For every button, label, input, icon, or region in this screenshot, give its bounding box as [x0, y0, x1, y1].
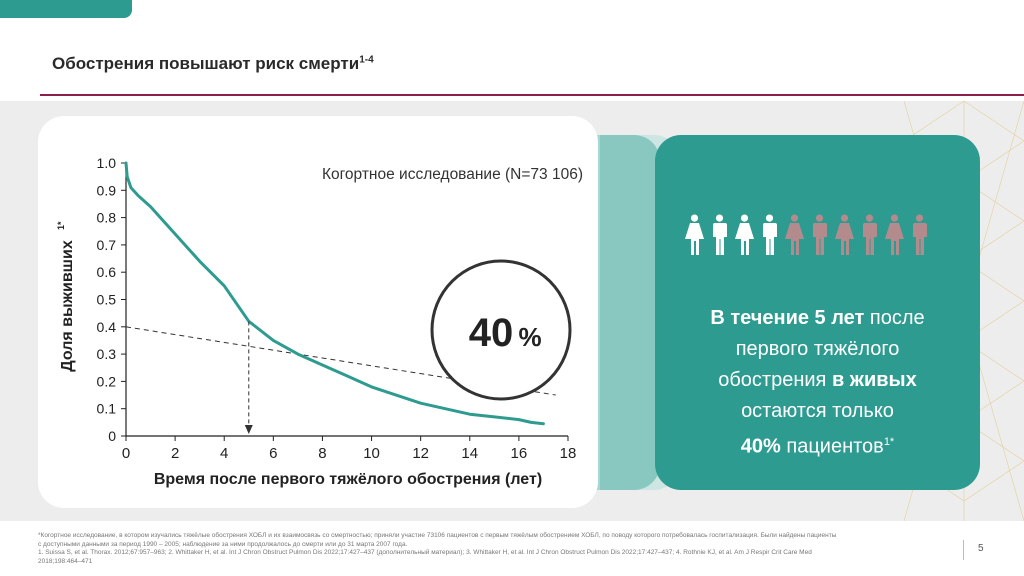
- person-deceased-icon: [785, 214, 804, 255]
- x-tick-label: 6: [269, 445, 277, 462]
- survivor-icons-row: [683, 213, 931, 257]
- title-divider: [40, 94, 1024, 96]
- person-alive-icon: [685, 214, 704, 255]
- x-tick-label: 14: [461, 445, 478, 462]
- x-tick-label: 2: [171, 445, 179, 462]
- x-axis-label: Время после первого тяжёлого обострения …: [154, 471, 542, 488]
- y-tick-label: 0.1: [97, 401, 117, 417]
- survival-chart: 0 0.1 0.2 0.3 0.4 0.5 0.6 0.7 0.8 0.9 1.0 0 2 4 6 8 10 12…: [56, 155, 583, 488]
- x-tick-label: 4: [220, 445, 228, 462]
- y-tick-label: 0.4: [97, 319, 117, 335]
- survival-curve: [124, 161, 545, 426]
- person-alive-icon: [735, 214, 754, 255]
- marker-arrow-icon: [244, 425, 253, 434]
- person-deceased-icon: [862, 214, 877, 255]
- highlight-value: 40: [469, 311, 514, 355]
- summary-text: В течение 5 лет после первого тяжёлого о…: [710, 307, 925, 458]
- x-tick-label: 8: [318, 445, 326, 462]
- footnote: *Когортное исследование, в котором изуча…: [38, 532, 837, 565]
- chart-title: Когортное исследование (N=73 106): [322, 166, 583, 183]
- x-tick-label: 18: [560, 445, 577, 462]
- y-tick-label: 0.9: [97, 182, 117, 198]
- y-tick-label: 0.5: [97, 292, 117, 308]
- highlight-circle: [430, 259, 572, 401]
- panel-shadow-band: [600, 135, 660, 490]
- person-deceased-icon: [835, 214, 854, 255]
- chart-card: 0 0.1 0.2 0.3 0.4 0.5 0.6 0.7 0.8 0.9 1.0 0 2 4 6 8 10 12…: [38, 116, 598, 508]
- y-tick-label: 1.0: [97, 155, 117, 171]
- y-tick-label: 0.2: [97, 373, 117, 389]
- page-title: Обострения повышают риск смерти1-4: [52, 54, 374, 73]
- x-tick-label: 16: [511, 445, 528, 462]
- y-tick-label: 0.6: [97, 264, 117, 280]
- x-tick-label: 0: [122, 445, 130, 462]
- person-alive-icon: [762, 214, 777, 255]
- highlight-unit: %: [518, 322, 541, 352]
- y-axis-label: Доля выживших: [59, 240, 76, 372]
- y-tick-label: 0.8: [97, 210, 117, 226]
- person-alive-icon: [712, 214, 727, 255]
- y-tick-label: 0: [108, 428, 116, 444]
- x-tick-label: 12: [412, 445, 429, 462]
- top-accent-tab: [0, 0, 132, 18]
- y-tick-label: 0.7: [97, 237, 117, 253]
- y-axis-label-superscript: 1*: [56, 221, 66, 230]
- person-deceased-icon: [885, 214, 904, 255]
- x-tick-label: 10: [363, 445, 380, 462]
- person-deceased-icon: [812, 214, 827, 255]
- page-number: 5: [978, 543, 984, 554]
- person-deceased-icon: [912, 214, 927, 255]
- y-tick-label: 0.3: [97, 346, 117, 362]
- summary-panel: В течение 5 лет после первого тяжёлого о…: [655, 135, 980, 490]
- page-number-divider: [963, 540, 964, 560]
